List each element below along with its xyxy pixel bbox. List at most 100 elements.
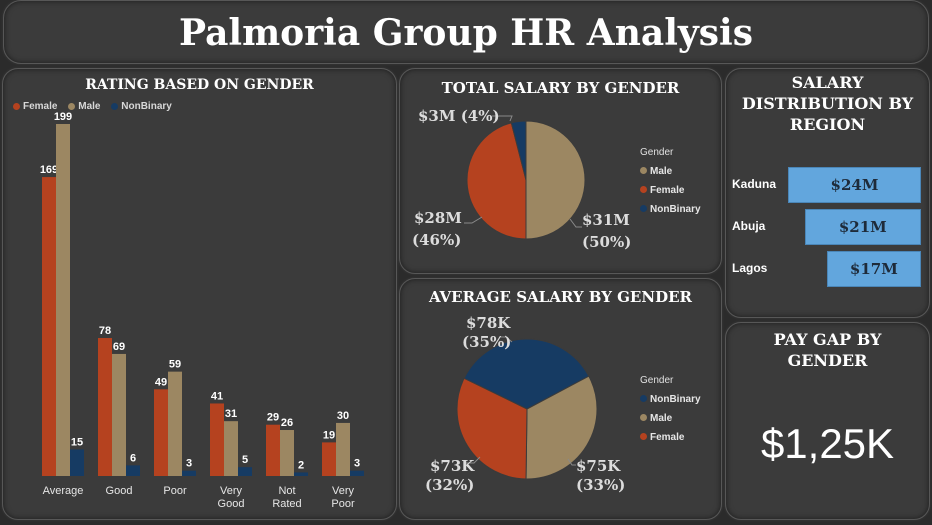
region-value-lagos: $17M	[849, 260, 898, 278]
leader-line-male	[567, 458, 576, 466]
avg-male-value: $75K	[576, 457, 621, 475]
leader-line-nonbinary	[500, 336, 513, 343]
header-panel: Palmoria Group HR Analysis	[3, 0, 929, 64]
bar-female-very-poor	[322, 442, 336, 476]
legend-nonbinary: NonBinary	[111, 101, 172, 112]
total-salary-panel: TOTAL SALARY BY GENDER $3M (4%) $28M (46…	[399, 68, 722, 274]
bar-nonbinary-not-rated	[294, 472, 308, 476]
bar-female-poor	[154, 389, 168, 476]
data-label-male-good: 69	[113, 341, 125, 353]
avg-slice-nonbinary	[463, 338, 590, 410]
legend-dot-nonbinary	[111, 103, 119, 110]
region-title: SALARY DISTRIBUTION BY REGION	[726, 72, 929, 135]
pay-gap-title-line1: PAY GAP BY	[773, 330, 882, 349]
data-label-male-poor: 59	[169, 359, 181, 371]
bar-female-very-good	[210, 403, 224, 476]
avg-slice-female	[456, 377, 528, 480]
x-tick-label: Very	[332, 485, 355, 497]
region-title-line2: DISTRIBUTION BY	[741, 94, 914, 113]
pay-gap-title-line2: GENDER	[787, 351, 868, 370]
dashboard-title: Palmoria Group HR Analysis	[178, 12, 753, 54]
total-legend-title: Gender	[640, 147, 674, 158]
avg-female-value: $73K	[430, 457, 475, 475]
legend-female: Female	[13, 101, 57, 112]
data-label-female-very-good: 41	[211, 390, 223, 402]
leader-line-nonbinary	[492, 115, 513, 122]
x-tick-label: Not	[278, 485, 295, 497]
region-label-kaduna: Kaduna	[732, 177, 777, 191]
total-female-pct: (46%)	[412, 231, 462, 249]
total-salary-legend: Gender Male Female NonBinary	[640, 143, 701, 219]
data-label-male-very-good: 31	[225, 408, 237, 420]
total-male-pct: (50%)	[582, 233, 632, 251]
region-title-line1: SALARY	[791, 73, 864, 92]
total-legend-female: Female	[640, 181, 701, 200]
avg-legend-female: Female	[640, 428, 701, 447]
total-female-value: $28M	[414, 209, 462, 227]
avg-male-pct: (33%)	[576, 476, 626, 494]
x-tick-label: Poor	[331, 498, 355, 510]
bar-female-not-rated	[266, 424, 280, 476]
avg-nonbinary-pct: (35%)	[462, 333, 512, 351]
data-label-female-good: 78	[99, 325, 111, 337]
avg-salary-title: AVERAGE SALARY BY GENDER	[429, 288, 692, 306]
bar-nonbinary-very-good	[238, 467, 252, 476]
data-label-female-poor: 49	[155, 376, 167, 388]
region-bar-kaduna: $24M	[788, 167, 921, 203]
bar-male-average	[56, 124, 70, 476]
region-label-lagos: Lagos	[732, 261, 768, 275]
total-legend-nonbinary: NonBinary	[640, 200, 701, 219]
bar-male-not-rated	[280, 430, 294, 476]
bar-nonbinary-average	[70, 449, 84, 476]
avg-nonbinary-value: $78K	[466, 314, 511, 332]
data-label-nonbinary-very-poor: 3	[354, 458, 360, 470]
avg-slice-male	[525, 375, 598, 480]
region-value-kaduna: $24M	[830, 176, 879, 194]
total-salary-title: TOTAL SALARY BY GENDER	[441, 79, 680, 97]
data-label-female-very-poor: 19	[323, 429, 335, 441]
legend-dot-male	[68, 103, 76, 110]
bar-nonbinary-good	[126, 465, 140, 476]
pay-gap-panel: PAY GAP BY GENDER $1,25K	[725, 322, 930, 520]
total-male-value: $31M	[582, 211, 630, 229]
data-label-nonbinary-poor: 3	[186, 458, 192, 470]
leader-line-male	[569, 218, 582, 228]
data-label-nonbinary-good: 6	[130, 452, 136, 464]
legend-dot-female	[13, 103, 20, 110]
bar-male-good	[112, 353, 126, 476]
total-nonbinary-label: $3M (4%)	[418, 107, 500, 125]
leader-line-female	[466, 456, 481, 464]
bar-female-average	[42, 177, 56, 477]
avg-salary-pie	[456, 336, 598, 480]
data-label-nonbinary-average: 15	[71, 436, 83, 448]
bar-nonbinary-poor	[182, 470, 196, 476]
x-tick-label: Rated	[272, 498, 301, 510]
bar-male-very-poor	[336, 422, 350, 476]
total-slice-female	[466, 122, 527, 240]
x-tick-label: Very	[220, 485, 243, 497]
x-tick-label: Good	[106, 485, 133, 497]
data-label-male-very-poor: 30	[337, 410, 349, 422]
total-legend-male: Male	[640, 162, 701, 181]
region-bar-lagos: $17M	[826, 251, 921, 287]
x-tick-label: Good	[218, 498, 245, 510]
region-title-line3: REGION	[789, 115, 866, 134]
data-label-female-average: 169	[40, 164, 58, 176]
pay-gap-value: $1,25K	[760, 420, 895, 467]
total-salary-pie	[464, 115, 586, 240]
rating-chart-legend: Female Male NonBinary	[13, 101, 180, 113]
rating-chart-panel: RATING BASED ON GENDER Female Male NonBi…	[2, 68, 397, 520]
legend-male: Male	[68, 101, 100, 112]
avg-legend-title: Gender	[640, 375, 674, 386]
avg-legend-male: Male	[640, 409, 701, 428]
avg-salary-legend: Gender NonBinary Male Female	[640, 371, 701, 447]
data-label-nonbinary-not-rated: 2	[298, 459, 304, 471]
bar-nonbinary-very-poor	[350, 470, 364, 476]
avg-salary-panel: AVERAGE SALARY BY GENDER $78K (35%) $73K…	[399, 278, 722, 520]
data-label-female-not-rated: 29	[267, 412, 279, 424]
region-label-abuja: Abuja	[732, 219, 766, 233]
pay-gap-title: PAY GAP BY GENDER	[726, 329, 929, 371]
bar-male-very-good	[224, 421, 238, 476]
region-bar-abuja: $21M	[804, 209, 921, 245]
total-slice-nonbinary	[510, 120, 527, 181]
